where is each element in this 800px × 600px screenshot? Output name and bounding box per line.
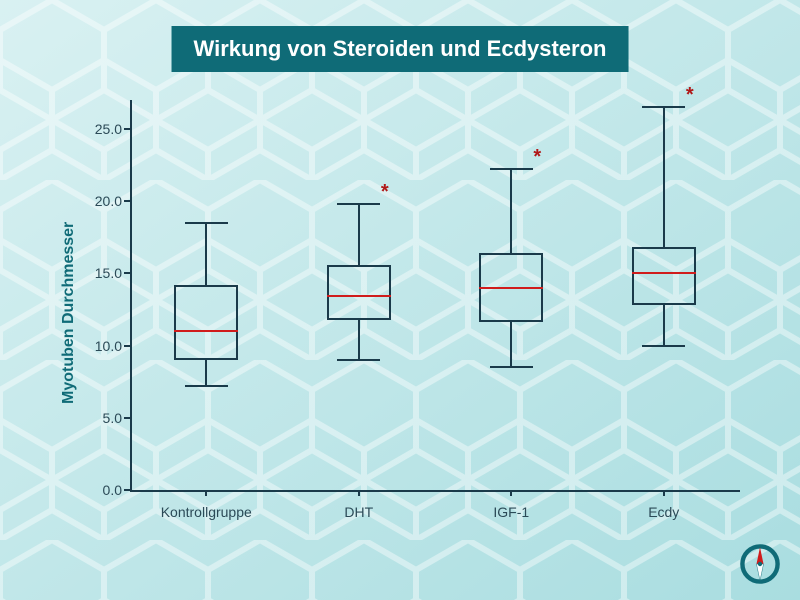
x-tick-label: Ecdy	[648, 504, 679, 520]
cap-lower	[490, 366, 533, 368]
y-tick-label: 25.0	[82, 121, 122, 137]
y-tick-label: 10.0	[82, 338, 122, 354]
y-tick	[124, 345, 130, 347]
y-axis	[130, 100, 132, 490]
y-tick	[124, 128, 130, 130]
y-tick	[124, 489, 130, 491]
compass-logo-icon	[738, 542, 782, 586]
whisker-lower	[205, 360, 207, 386]
y-tick-label: 15.0	[82, 265, 122, 281]
y-tick-label: 5.0	[82, 410, 122, 426]
median-line	[632, 272, 696, 274]
significance-marker: *	[381, 181, 389, 204]
figure-canvas: Wirkung von Steroiden und Ecdysteron 0.0…	[0, 0, 800, 600]
x-axis	[130, 490, 740, 492]
whisker-upper	[663, 107, 665, 247]
whisker-lower	[510, 322, 512, 367]
y-tick-label: 20.0	[82, 193, 122, 209]
y-axis-label: Myotuben Durchmesser	[60, 222, 78, 404]
cap-upper	[642, 106, 685, 108]
significance-marker: *	[533, 146, 541, 169]
whisker-upper	[358, 204, 360, 265]
x-tick	[358, 490, 360, 496]
cap-upper	[337, 203, 380, 205]
x-tick-label: IGF-1	[493, 504, 529, 520]
significance-marker: *	[686, 84, 694, 107]
cap-lower	[185, 385, 228, 387]
y-tick-label: 0.0	[82, 482, 122, 498]
x-tick	[510, 490, 512, 496]
y-tick	[124, 417, 130, 419]
whisker-lower	[663, 305, 665, 345]
box	[174, 285, 238, 360]
x-tick	[205, 490, 207, 496]
chart-title: Wirkung von Steroiden und Ecdysteron	[172, 26, 629, 72]
median-line	[174, 330, 238, 332]
median-line	[479, 287, 543, 289]
whisker-lower	[358, 320, 360, 360]
cap-lower	[642, 345, 685, 347]
median-line	[327, 295, 391, 297]
x-tick-label: DHT	[344, 504, 373, 520]
cap-upper	[185, 222, 228, 224]
y-tick	[124, 272, 130, 274]
x-tick	[663, 490, 665, 496]
x-tick-label: Kontrollgruppe	[161, 504, 252, 520]
whisker-upper	[205, 223, 207, 285]
cap-upper	[490, 168, 533, 170]
box	[632, 247, 696, 305]
box	[327, 265, 391, 320]
whisker-upper	[510, 169, 512, 253]
cap-lower	[337, 359, 380, 361]
y-tick	[124, 200, 130, 202]
plot-area: 0.05.010.015.020.025.0KontrollgruppeDHT*…	[130, 100, 740, 490]
